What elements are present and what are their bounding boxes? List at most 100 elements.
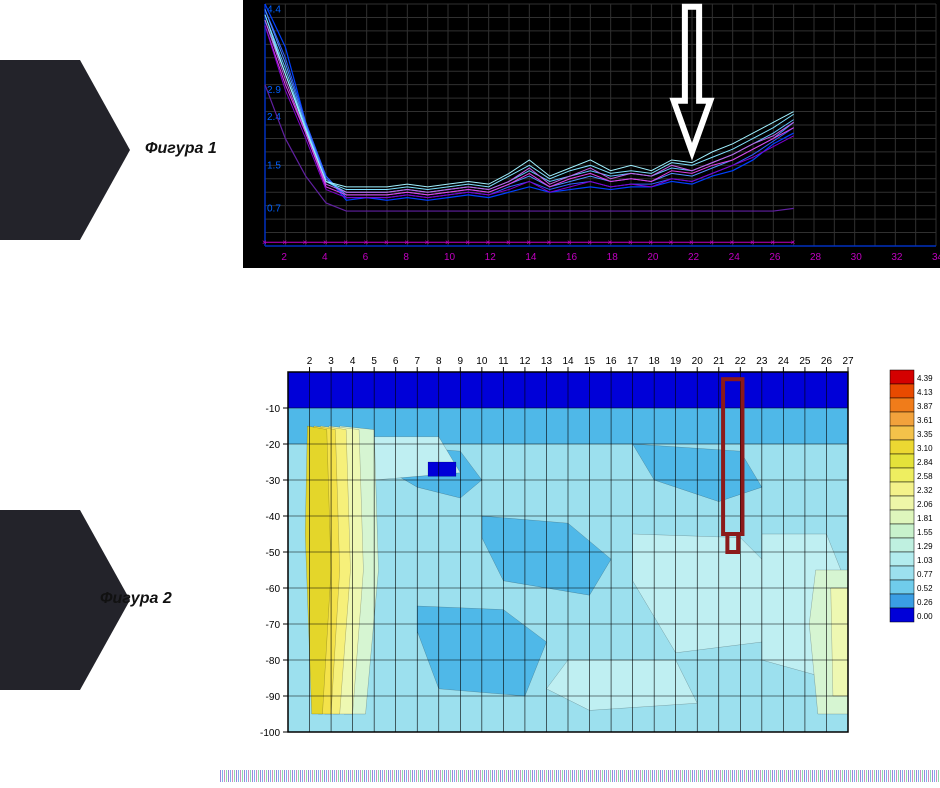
svg-text:×: × (486, 238, 491, 247)
svg-text:×: × (567, 238, 572, 247)
svg-text:24: 24 (778, 356, 790, 367)
svg-text:×: × (425, 238, 430, 247)
svg-text:9: 9 (458, 356, 464, 367)
svg-text:2.58: 2.58 (917, 472, 933, 481)
svg-text:×: × (364, 238, 369, 247)
svg-text:2: 2 (307, 356, 313, 367)
svg-text:-30: -30 (266, 476, 281, 487)
svg-text:22: 22 (735, 356, 747, 367)
svg-text:1.03: 1.03 (917, 556, 933, 565)
pointer-fig2 (0, 510, 80, 690)
svg-text:4.39: 4.39 (917, 374, 933, 383)
svg-text:3.10: 3.10 (917, 444, 933, 453)
svg-text:12: 12 (519, 356, 531, 367)
svg-text:18: 18 (607, 252, 619, 263)
svg-text:-90: -90 (266, 692, 281, 703)
svg-text:27: 27 (842, 356, 854, 367)
svg-text:2.32: 2.32 (917, 486, 933, 495)
svg-text:×: × (730, 238, 735, 247)
svg-text:0.77: 0.77 (917, 570, 933, 579)
svg-text:×: × (262, 238, 267, 247)
svg-text:11: 11 (498, 356, 509, 367)
svg-text:25: 25 (799, 356, 811, 367)
label-fig2: Фигура 2 (100, 590, 172, 608)
svg-text:10: 10 (476, 356, 488, 367)
svg-text:×: × (648, 238, 653, 247)
svg-text:×: × (750, 238, 755, 247)
svg-text:6: 6 (363, 252, 369, 263)
svg-text:×: × (770, 238, 775, 247)
svg-text:-70: -70 (266, 620, 281, 631)
svg-text:28: 28 (810, 252, 822, 263)
svg-text:×: × (282, 238, 287, 247)
svg-text:16: 16 (566, 252, 578, 263)
noise-strip (220, 770, 940, 782)
svg-text:20: 20 (692, 356, 704, 367)
svg-text:12: 12 (485, 252, 497, 263)
svg-text:17: 17 (627, 356, 639, 367)
svg-text:5: 5 (371, 356, 377, 367)
svg-text:15: 15 (584, 356, 596, 367)
svg-text:×: × (404, 238, 409, 247)
svg-text:3.87: 3.87 (917, 402, 933, 411)
svg-text:14: 14 (525, 252, 537, 263)
svg-text:24: 24 (729, 252, 741, 263)
svg-text:3.61: 3.61 (917, 416, 933, 425)
pointer-fig1 (0, 60, 80, 240)
svg-text:-50: -50 (266, 548, 281, 559)
svg-text:-60: -60 (266, 584, 281, 595)
svg-text:2: 2 (281, 252, 287, 263)
svg-text:0.7: 0.7 (267, 203, 281, 214)
svg-text:×: × (384, 238, 389, 247)
svg-text:-20: -20 (266, 440, 281, 451)
svg-text:-10: -10 (266, 404, 281, 415)
svg-text:3: 3 (328, 356, 334, 367)
svg-text:0.00: 0.00 (917, 612, 933, 621)
svg-text:22: 22 (688, 252, 700, 263)
svg-text:20: 20 (647, 252, 659, 263)
svg-text:4: 4 (350, 356, 356, 367)
svg-text:1.5: 1.5 (267, 160, 281, 171)
svg-text:×: × (303, 238, 308, 247)
svg-text:10: 10 (444, 252, 456, 263)
svg-text:14: 14 (562, 356, 574, 367)
svg-text:×: × (465, 238, 470, 247)
svg-text:-100: -100 (260, 728, 280, 739)
svg-text:×: × (791, 238, 796, 247)
svg-text:1.81: 1.81 (917, 514, 933, 523)
svg-text:1.29: 1.29 (917, 542, 933, 551)
svg-text:×: × (587, 238, 592, 247)
svg-text:13: 13 (541, 356, 553, 367)
svg-text:23: 23 (756, 356, 768, 367)
svg-text:×: × (709, 238, 714, 247)
svg-text:-40: -40 (266, 512, 281, 523)
svg-text:4.13: 4.13 (917, 388, 933, 397)
chart2-contour-plot: 2345678910111213141516171819202122232425… (243, 350, 940, 750)
svg-text:8: 8 (403, 252, 409, 263)
svg-text:19: 19 (670, 356, 682, 367)
svg-text:21: 21 (713, 356, 725, 367)
svg-text:16: 16 (606, 356, 618, 367)
svg-text:18: 18 (649, 356, 661, 367)
svg-text:2.84: 2.84 (917, 458, 933, 467)
svg-text:1.55: 1.55 (917, 528, 933, 537)
svg-text:32: 32 (891, 252, 903, 263)
svg-text:-80: -80 (266, 656, 281, 667)
svg-text:0.26: 0.26 (917, 598, 933, 607)
svg-text:26: 26 (769, 252, 781, 263)
svg-text:×: × (608, 238, 613, 247)
svg-text:3.35: 3.35 (917, 430, 933, 439)
svg-text:×: × (343, 238, 348, 247)
label-fig1: Фигура 1 (145, 140, 217, 158)
chart1-line-plot: 0.71.52.42.94.42468101214161820222426283… (243, 0, 940, 268)
svg-text:×: × (526, 238, 531, 247)
svg-text:×: × (547, 238, 552, 247)
svg-text:8: 8 (436, 356, 442, 367)
svg-text:7: 7 (414, 356, 420, 367)
svg-text:×: × (445, 238, 450, 247)
svg-text:26: 26 (821, 356, 833, 367)
svg-text:2.06: 2.06 (917, 500, 933, 509)
svg-text:34: 34 (932, 252, 940, 263)
svg-text:×: × (628, 238, 633, 247)
svg-text:0.52: 0.52 (917, 584, 933, 593)
